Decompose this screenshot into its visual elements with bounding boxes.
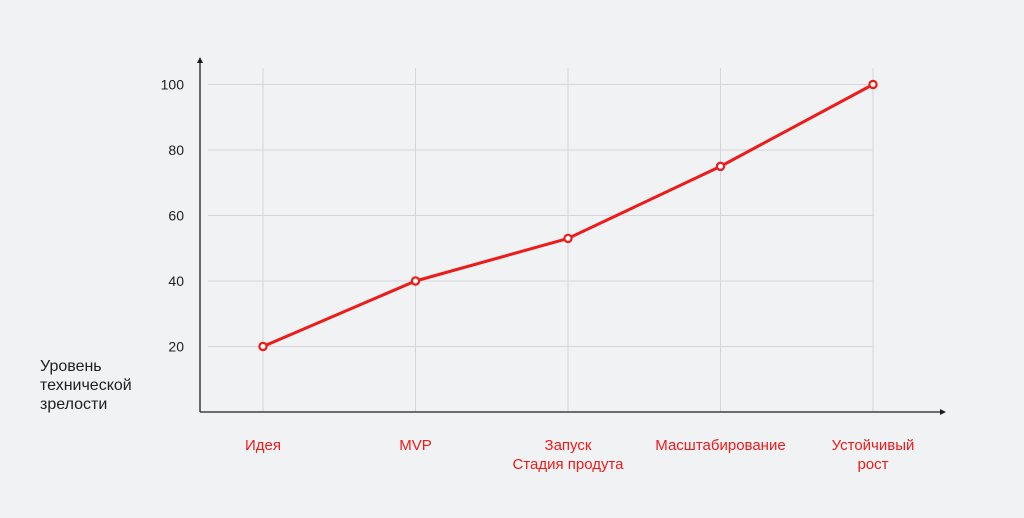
x-tick-label-1: MVP [399,437,432,454]
y-tick-label-60: 60 [168,208,184,224]
y-axis-arrow [197,57,203,63]
y-tick-label-40: 40 [168,273,184,289]
y-tick-label-80: 80 [168,142,184,158]
x-axis-arrow [940,409,946,415]
y-axis-label: Уровень технической зрелости [40,358,132,413]
y-tick-label-100: 100 [161,77,185,93]
x-tick-label-line: MVP [399,437,432,454]
x-tick-label-line: Масштабирование [655,437,785,454]
data-point-2 [563,233,573,244]
data-point-4 [868,79,878,90]
data-point-1 [410,276,421,286]
x-tick-label-0: Идея [245,437,281,454]
data-point-3 [715,161,726,172]
x-tick-label-line: Идея [245,437,281,454]
x-tick-label-4: Устойчивый рост [832,437,915,473]
data-point-0 [258,341,268,352]
x-tick-label-3: Масштабирование [655,437,785,454]
y-tick-label-20: 20 [168,339,184,355]
x-tick-label-2: Запуск Стадия продута [512,437,624,473]
x-tick-label-line: рост [857,456,888,473]
x-tick-label-line: Устойчивый [832,437,915,454]
x-tick-label-line: Запуск [545,437,592,454]
x-tick-label-line: Стадия продута [512,456,624,473]
